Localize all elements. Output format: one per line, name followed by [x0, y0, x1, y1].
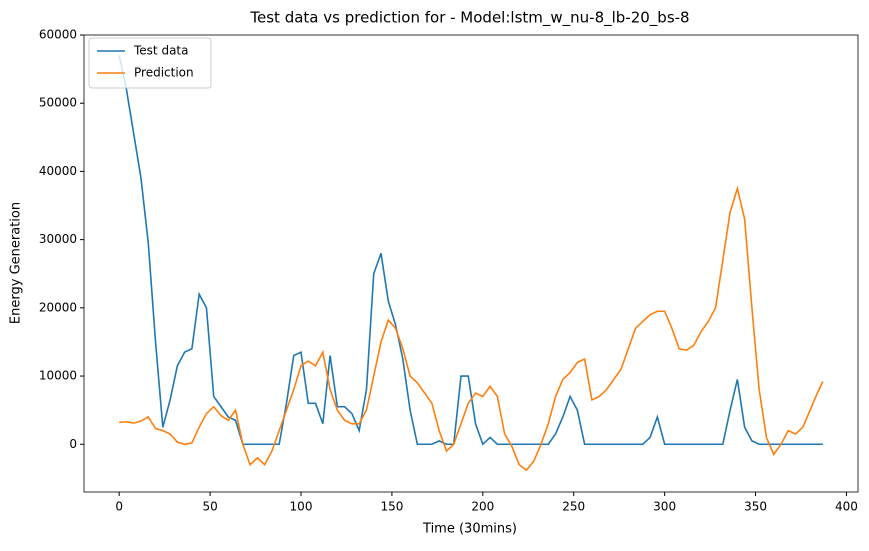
y-tick-label: 30000	[39, 232, 77, 246]
x-tick-label: 150	[380, 500, 403, 514]
y-tick-label: 0	[69, 437, 77, 451]
x-tick-label: 200	[471, 500, 494, 514]
x-tick-label: 300	[653, 500, 676, 514]
x-tick-label: 0	[115, 500, 123, 514]
y-axis-label: Energy Generation	[9, 202, 24, 324]
x-tick-label: 350	[744, 500, 767, 514]
x-tick-label: 50	[202, 500, 217, 514]
y-tick-label: 40000	[39, 164, 77, 178]
y-tick-label: 10000	[39, 369, 77, 383]
axes-frame	[83, 34, 859, 493]
x-tick-label: 250	[562, 500, 585, 514]
data-line	[118, 55, 823, 446]
y-tick-label: 60000	[39, 28, 77, 42]
x-tick-label: 400	[835, 500, 858, 514]
x-axis-label: Time (30mins)	[422, 522, 517, 537]
legend-label: Prediction	[134, 66, 194, 80]
y-tick-label: 20000	[39, 300, 77, 314]
data-line	[119, 185, 824, 472]
legend-label: Test data	[133, 44, 188, 58]
y-tick-label: 50000	[39, 96, 77, 110]
chart-title: Test data vs prediction for - Model:lstm…	[249, 9, 689, 28]
x-tick-label: 100	[290, 500, 313, 514]
